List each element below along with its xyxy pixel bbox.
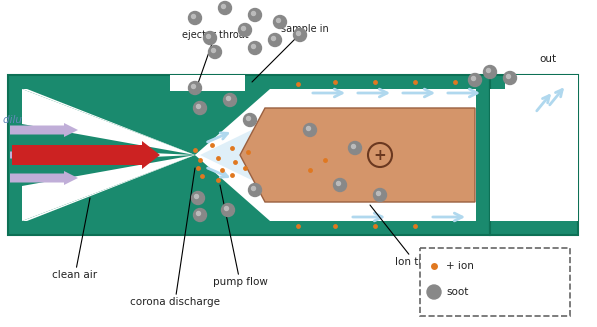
Circle shape (352, 145, 355, 148)
FancyBboxPatch shape (420, 248, 570, 316)
Circle shape (306, 127, 310, 130)
Circle shape (207, 35, 211, 39)
Circle shape (297, 31, 300, 36)
Circle shape (334, 179, 346, 192)
Circle shape (251, 186, 256, 191)
Circle shape (276, 19, 281, 23)
Circle shape (219, 2, 232, 14)
Circle shape (487, 68, 491, 73)
Circle shape (377, 192, 380, 196)
Circle shape (472, 77, 475, 80)
Text: + ion: + ion (446, 261, 474, 271)
Bar (490, 75, 578, 235)
Circle shape (192, 84, 195, 89)
Circle shape (238, 24, 251, 37)
Circle shape (226, 96, 230, 100)
Circle shape (195, 195, 198, 198)
Circle shape (251, 11, 256, 15)
Polygon shape (195, 117, 270, 193)
Circle shape (337, 181, 340, 185)
Text: ejector throat: ejector throat (181, 30, 248, 92)
Text: corona discharge: corona discharge (130, 168, 220, 307)
Polygon shape (240, 108, 475, 202)
Circle shape (242, 26, 245, 30)
Circle shape (192, 14, 195, 19)
Circle shape (196, 212, 201, 215)
Circle shape (204, 31, 217, 44)
Polygon shape (22, 89, 195, 155)
Circle shape (503, 72, 516, 84)
Circle shape (247, 116, 251, 121)
Circle shape (221, 203, 235, 216)
Text: dilution air: dilution air (3, 115, 59, 125)
Circle shape (211, 48, 216, 53)
Circle shape (374, 188, 386, 201)
Circle shape (294, 28, 306, 42)
Text: sample in: sample in (252, 24, 329, 82)
Bar (22, 89, 476, 221)
Circle shape (196, 105, 201, 109)
Circle shape (248, 9, 261, 22)
FancyArrow shape (10, 171, 78, 185)
Circle shape (349, 142, 362, 154)
Circle shape (506, 75, 510, 78)
Circle shape (269, 33, 282, 46)
Text: +: + (374, 147, 386, 163)
Circle shape (427, 285, 441, 299)
Circle shape (251, 44, 256, 48)
Bar (8, 75, 490, 235)
Circle shape (303, 124, 316, 136)
Circle shape (248, 42, 261, 55)
Circle shape (193, 101, 207, 114)
Circle shape (189, 81, 202, 95)
Text: pump flow: pump flow (213, 185, 267, 287)
FancyArrow shape (12, 141, 160, 169)
Bar (170, 75, 245, 91)
FancyArrow shape (10, 149, 68, 161)
Circle shape (484, 65, 497, 78)
Circle shape (192, 192, 205, 204)
Circle shape (189, 11, 202, 25)
Circle shape (248, 183, 261, 197)
Text: out: out (540, 54, 556, 64)
FancyArrow shape (10, 123, 78, 137)
Circle shape (224, 206, 229, 211)
Polygon shape (200, 121, 270, 189)
Text: Ion trap: Ion trap (370, 205, 435, 267)
Circle shape (221, 5, 226, 9)
Circle shape (273, 15, 287, 28)
Polygon shape (22, 155, 195, 221)
Circle shape (193, 209, 207, 221)
Bar (490, 89, 578, 221)
Text: soot: soot (446, 287, 469, 297)
Circle shape (469, 74, 482, 87)
Circle shape (223, 94, 236, 107)
Bar (22, 89, 195, 122)
Polygon shape (22, 155, 195, 221)
Bar (505, 75, 578, 89)
Polygon shape (27, 89, 270, 155)
Circle shape (244, 113, 257, 127)
Circle shape (208, 45, 221, 59)
Polygon shape (27, 155, 270, 221)
Text: clean air: clean air (53, 198, 97, 280)
Polygon shape (22, 89, 195, 155)
Circle shape (272, 37, 275, 41)
